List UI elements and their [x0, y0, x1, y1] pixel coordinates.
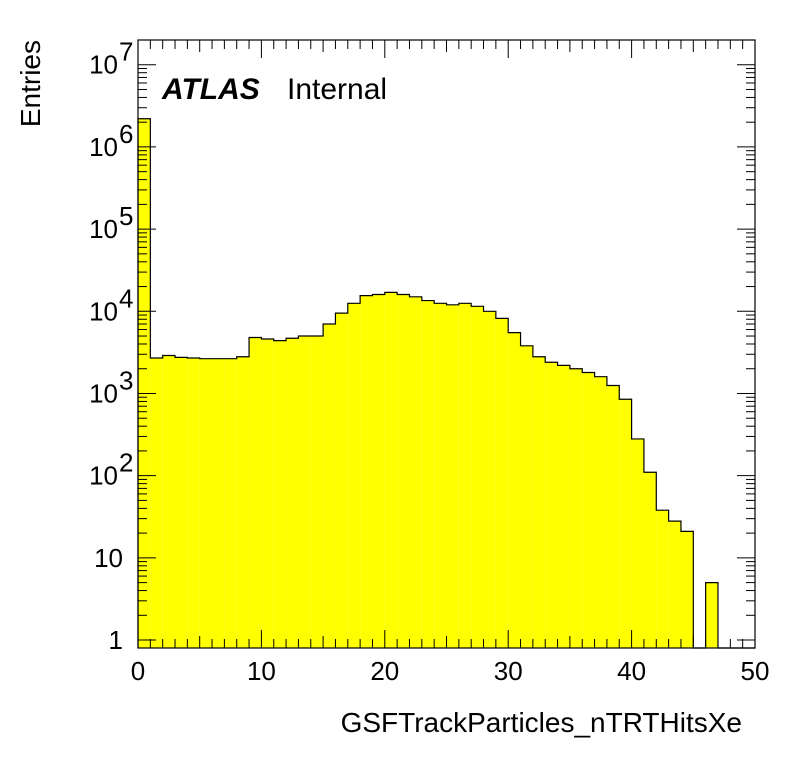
- histogram-bin: [582, 372, 595, 648]
- histogram-bin: [138, 118, 151, 648]
- x-tick-label: 20: [370, 656, 399, 686]
- histogram-bin: [347, 303, 361, 648]
- atlas-label: ATLAS: [161, 73, 260, 106]
- histogram-bin: [384, 292, 398, 648]
- histogram-bin: [421, 300, 435, 648]
- y-tick-label: 1: [109, 625, 123, 655]
- histogram-bin: [199, 358, 213, 648]
- y-tick-label-exponent: 5: [119, 201, 133, 231]
- histogram-bin: [458, 303, 472, 648]
- histogram-bin: [397, 294, 410, 648]
- histogram-bin: [606, 385, 620, 648]
- histogram-bin: [175, 357, 188, 648]
- histogram-bin: [150, 358, 163, 648]
- histogram-bin: [495, 318, 509, 648]
- x-tick-label: 50: [741, 656, 770, 686]
- histogram-bin: [249, 337, 262, 648]
- histogram-bin: [335, 313, 348, 648]
- y-tick-label: 10: [89, 132, 118, 162]
- atlas-status-label: Internal: [287, 73, 387, 106]
- histogram-bin: [680, 531, 694, 648]
- y-tick-label: 10: [89, 378, 118, 408]
- histogram-bin: [656, 510, 669, 648]
- histogram-bin: [409, 296, 422, 648]
- histogram-bin: [569, 368, 583, 648]
- y-tick-label-exponent: 7: [119, 37, 133, 67]
- x-axis-title: GSFTrackParticles_nTRTHitsXe: [341, 707, 742, 738]
- histogram-bin: [557, 365, 570, 648]
- histogram-bin: [162, 355, 176, 648]
- y-tick-label-exponent: 4: [119, 283, 133, 313]
- x-tick-label: 0: [131, 656, 145, 686]
- x-tick-label: 30: [494, 656, 523, 686]
- y-tick-label-exponent: 2: [119, 448, 133, 478]
- y-tick-label: 10: [89, 296, 118, 326]
- histogram-bars: [138, 118, 718, 648]
- histogram-bin: [434, 303, 447, 648]
- y-tick-label: 10: [94, 543, 123, 573]
- y-tick-label: 10: [89, 50, 118, 80]
- histogram-bin: [372, 294, 385, 648]
- histogram-outline: [137, 118, 755, 649]
- x-tick-labels: 0 10 20 30 40 50: [131, 656, 770, 686]
- histogram-bin: [446, 304, 459, 648]
- histogram-bin: [643, 472, 657, 648]
- y-tick-label-exponent: 6: [119, 119, 133, 149]
- histogram-bin: [261, 339, 274, 648]
- x-tick-label: 40: [617, 656, 646, 686]
- histogram-bin: [298, 336, 311, 648]
- histogram-bin: [532, 356, 546, 648]
- histogram-bin: [545, 362, 558, 648]
- histogram-bin: [286, 338, 299, 648]
- histogram-bin: [668, 521, 681, 648]
- histogram-bin: [187, 358, 200, 648]
- y-tick-label-exponent: 3: [119, 365, 133, 395]
- y-tick-label: 10: [89, 214, 118, 244]
- histogram-bin: [508, 332, 521, 648]
- histogram-bin: [705, 582, 718, 648]
- histogram-bin: [224, 358, 237, 648]
- histogram-bin: [631, 438, 644, 648]
- histogram-bin: [212, 358, 225, 648]
- histogram-bin: [483, 311, 496, 648]
- y-tick-label: 10: [89, 461, 118, 491]
- x-tick-label: 10: [247, 656, 276, 686]
- histogram-bin: [323, 324, 336, 648]
- histogram-bin: [594, 376, 607, 648]
- histogram-bin: [471, 306, 484, 648]
- y-axis-title: Entries: [15, 40, 46, 127]
- histogram-bin: [520, 345, 533, 648]
- histogram-bin: [619, 399, 632, 648]
- histogram-bin: [360, 295, 373, 648]
- histogram-bin: [310, 336, 324, 648]
- histogram-bin: [236, 356, 250, 648]
- histogram-bin: [273, 340, 287, 648]
- axis-ticks: [137, 39, 756, 648]
